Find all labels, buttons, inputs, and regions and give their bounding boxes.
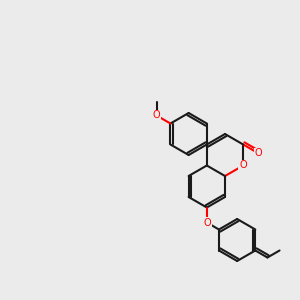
Text: O: O	[203, 218, 211, 227]
Text: O: O	[255, 148, 262, 158]
Text: O: O	[153, 110, 160, 121]
Text: O: O	[239, 160, 247, 170]
